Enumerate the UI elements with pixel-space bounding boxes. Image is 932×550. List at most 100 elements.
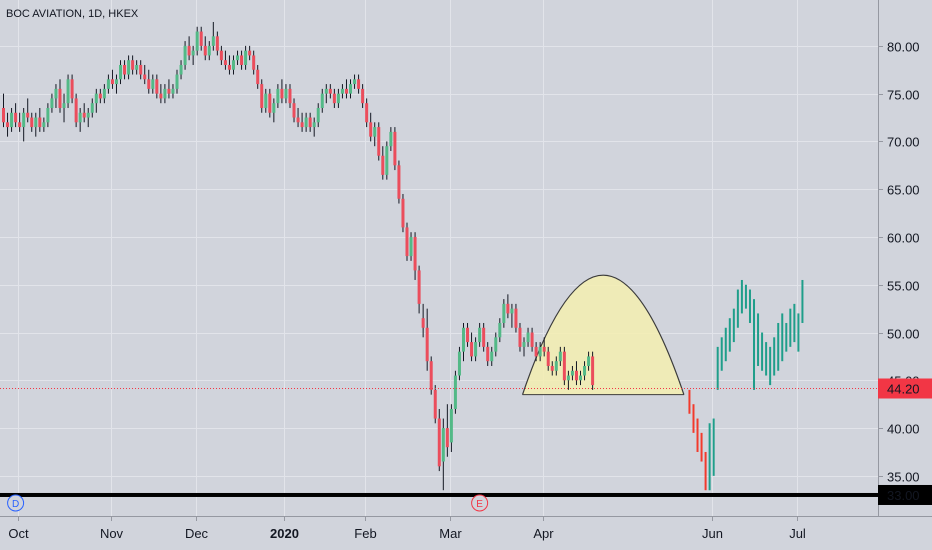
last-price-badge [878,378,932,399]
candle-body [526,332,530,343]
candle-body [417,270,421,304]
candle-body [123,64,127,75]
y-tick-label: 50.00 [887,327,920,342]
candle-body [361,88,365,104]
candle-body [591,356,595,386]
candle-body [58,88,62,108]
candle-body [195,31,199,51]
candle-body [288,88,292,104]
x-tick-label: Mar [439,526,462,541]
candle-body [579,375,583,381]
candle-body [159,93,163,99]
candle-body [90,103,94,113]
candle-body [441,428,445,462]
candle-body [260,84,264,108]
grid [0,0,878,516]
y-tick-label: 70.00 [887,135,920,150]
candle-body [425,327,429,362]
candle-body [211,36,215,46]
candle-body [26,112,30,118]
candle-body [349,84,353,94]
candle-body [183,45,187,65]
x-tick-label: Jul [789,526,806,541]
candle-body [308,117,312,128]
candle-body [401,198,405,228]
candle-body [470,342,474,357]
candle-body [457,351,461,376]
x-tick-label: Apr [533,526,554,541]
event-marker [7,494,25,512]
x-tick-label: Feb [354,526,376,541]
support-label: 33.00 [887,488,920,503]
candle-body [199,31,203,46]
candle-body [54,88,58,99]
candle-body [42,122,46,128]
event-marker [471,494,489,512]
candle-body [490,351,494,362]
candle-body [280,88,284,99]
candle-body [252,55,256,70]
event-marker-label: E [476,499,483,510]
candle-body [244,50,248,65]
candle-body [106,79,110,89]
candle-body [550,365,554,371]
candle-body [175,74,179,89]
time-axis-ticks: Oct Nov Dec 2020 Feb Mar Apr Jun Jul [8,516,806,541]
candle-body [502,303,506,323]
candle-body [102,88,106,99]
support-badge [878,484,932,505]
candle-body [574,370,578,381]
candle-body [494,337,498,352]
candle-body [86,112,90,118]
candle-body [167,88,171,94]
candle-body [179,64,183,75]
y-tick-label: 80.00 [887,40,920,55]
candles [2,21,595,491]
candle-body [453,375,457,409]
candle-body [276,88,280,104]
candle-body [207,45,211,56]
candle-body [231,60,235,70]
candle-body [110,79,114,85]
candle-body [268,93,272,113]
candle-body [131,60,135,70]
candle-body [357,79,361,89]
candle-body [429,361,433,390]
candle-body [332,93,336,104]
candle-body [300,122,304,128]
event-marker-label: D [12,499,19,510]
time-axis [0,516,878,550]
candle-body [518,327,522,347]
candle-body [187,45,191,56]
candle-body [381,155,385,175]
candle-body [365,103,369,123]
candle-body [219,50,223,61]
candle-body [385,146,389,175]
y-tick-label: 75.00 [887,88,920,103]
candle-body [587,356,591,366]
candle-body [437,418,441,467]
candle-body [522,342,526,347]
candle-body [191,50,195,56]
candle-body [340,88,344,94]
candle-body [151,79,155,89]
candle-body [46,107,50,123]
candle-body [284,88,288,99]
candle-body [114,79,118,85]
candle-body [74,98,78,123]
candle-body [139,64,143,75]
candle-body [10,112,14,128]
candle-body [316,107,320,123]
y-tick-label: 55.00 [887,279,920,294]
candle-body [530,332,534,347]
candle-body [292,103,296,118]
candle-body [163,88,167,99]
candle-body [369,122,373,137]
candle-body [312,122,316,128]
candle-body [413,236,417,271]
candle-body [135,64,139,70]
candle-body [14,112,18,123]
candle-body [127,60,131,75]
candle-body [38,117,42,128]
